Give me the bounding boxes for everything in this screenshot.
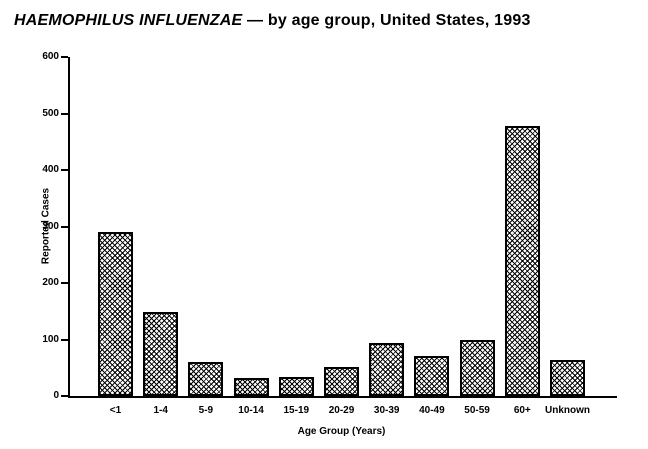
y-tick-mark: [61, 225, 68, 228]
x-tick-label: 15-19: [283, 405, 310, 416]
x-tick-label: 10-14: [238, 405, 264, 416]
title-subtitle: — by age group, United States, 1993: [242, 12, 531, 29]
y-tick-label: 0: [53, 390, 59, 401]
bar-<1: [98, 232, 133, 396]
bar-40-49: [414, 356, 450, 396]
y-tick-mark: [61, 395, 68, 397]
bar-Unknown: [550, 359, 585, 396]
chart-title: HAEMOPHILUS INFLUENZAE — by age group, U…: [14, 12, 531, 30]
bar-1-4: [143, 312, 179, 396]
x-tick-label: Unknown: [545, 405, 590, 416]
bar-30-39: [369, 343, 405, 396]
y-tick-label: 300: [42, 220, 59, 232]
x-tick-label: 1-4: [153, 405, 168, 416]
y-tick-label: 500: [42, 107, 59, 119]
bar-5-9: [188, 362, 224, 396]
y-tick-mark: [61, 169, 68, 171]
plot-area: [68, 57, 617, 398]
x-tick-label: 20-29: [328, 405, 355, 416]
bar-20-29: [324, 366, 359, 396]
x-tick-label: 30-39: [373, 405, 400, 416]
bar-50-59: [459, 339, 495, 396]
bar-15-19: [278, 376, 314, 396]
y-tick-label: 600: [42, 51, 59, 62]
x-axis-title: Age Group (Years): [297, 426, 386, 437]
x-tick-label: 50-59: [464, 405, 490, 416]
y-tick-label: 400: [42, 164, 59, 175]
y-tick-label: 100: [42, 333, 59, 345]
x-tick-label: 40-49: [419, 405, 445, 416]
y-tick-mark: [61, 56, 68, 58]
bar-60+: [504, 125, 540, 396]
y-tick-mark: [61, 282, 68, 284]
y-tick-mark: [61, 338, 68, 341]
title-organism: HAEMOPHILUS INFLUENZAE: [14, 12, 243, 29]
y-tick-label: 200: [42, 277, 59, 288]
x-tick-label: 60+: [513, 405, 531, 416]
bar-10-14: [233, 378, 269, 396]
y-tick-mark: [61, 112, 68, 115]
x-tick-label: <1: [109, 405, 122, 416]
x-tick-label: 5-9: [198, 405, 214, 416]
